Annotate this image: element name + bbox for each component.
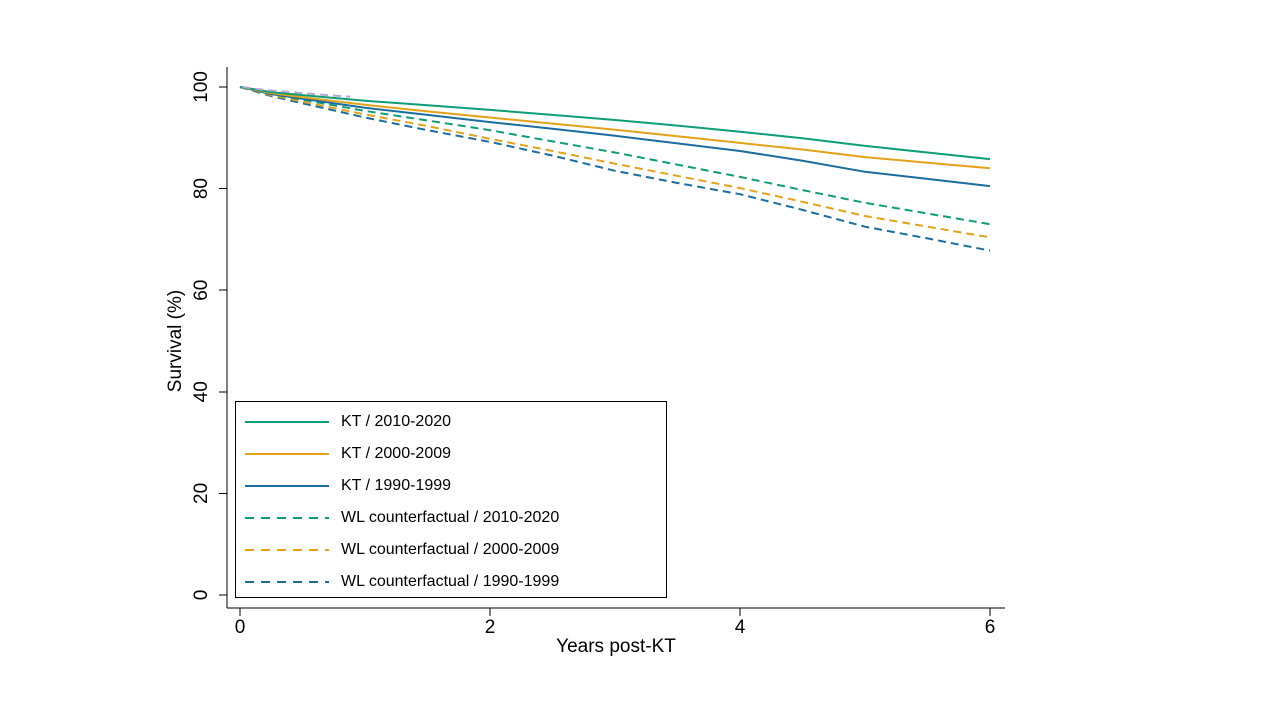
series-line-kt-2000-2009 [239, 86, 991, 170]
y-tick-label: 80 [191, 178, 212, 199]
legend-item-wl-counterfactual-2010-2020: WL counterfactual / 2010-2020 [236, 502, 666, 534]
legend-line-sample-wl-1990-1999 [245, 581, 329, 583]
legend-item-wl-counterfactual-2000-2009: WL counterfactual / 2000-2009 [236, 534, 666, 566]
legend-label: WL counterfactual / 2000-2009 [341, 541, 560, 558]
y-tick-label: 0 [191, 590, 212, 601]
x-tick-label: 4 [735, 617, 746, 638]
series-line-wl-counterfactual-1990-1999 [239, 86, 991, 252]
y-tick-label: 60 [191, 280, 212, 301]
legend-label: WL counterfactual / 1990-1999 [341, 573, 560, 590]
series-line-kt-2010-2020 [239, 86, 991, 161]
legend-item-kt-2000-2009: KT / 2000-2009 [236, 438, 666, 470]
y-tick-label: 100 [191, 71, 212, 103]
legend-item-kt-1990-1999: KT / 1990-1999 [236, 470, 666, 502]
x-tick-label: 2 [485, 617, 496, 638]
x-tick-label: 0 [235, 617, 246, 638]
legend-item-wl-counterfactual-1990-1999: WL counterfactual / 1990-1999 [236, 566, 666, 598]
legend-label: WL counterfactual / 2010-2020 [341, 509, 560, 526]
series-line-kt-1990-1999 [239, 86, 991, 188]
legend-label: KT / 2000-2009 [341, 445, 452, 462]
legend-line-sample-wl-2000-2009 [245, 549, 329, 551]
x-tick-label: 6 [985, 617, 996, 638]
unlabeled-lavender-segment-line [242, 86, 351, 98]
y-tick-label: 40 [191, 381, 212, 402]
legend-line-sample-wl-2010-2020 [245, 517, 329, 519]
legend-line-sample-kt-2010-2020 [245, 421, 329, 423]
legend-line-sample-kt-1990-1999 [245, 485, 329, 487]
legend-item-kt-2010-2020: KT / 2010-2020 [236, 406, 666, 438]
y-axis-title: Survival (%) [165, 289, 186, 393]
y-tick-label: 20 [191, 483, 212, 504]
legend-label: KT / 2010-2020 [341, 413, 452, 430]
series-line-wl-counterfactual-2000-2009 [239, 86, 991, 239]
legend-label: KT / 1990-1999 [341, 477, 452, 494]
series-line-wl-counterfactual-2010-2020 [239, 86, 991, 226]
x-axis-title: Years post-KT [556, 636, 676, 657]
legend-line-sample-kt-2000-2009 [245, 453, 329, 455]
legend: KT / 2010-2020 KT / 2000-2009 KT / 1990-… [235, 401, 667, 598]
